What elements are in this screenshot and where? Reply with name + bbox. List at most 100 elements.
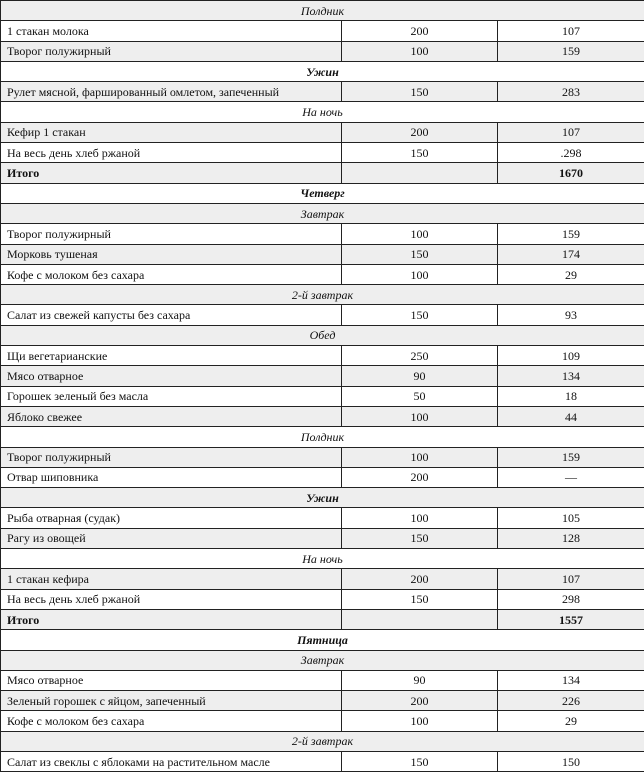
calories-cell: 29 [498, 264, 644, 284]
calories-cell: 150 [498, 751, 644, 771]
weight-cell: 90 [342, 366, 498, 386]
dish-name: Итого [1, 609, 342, 629]
dish-name: На весь день хлеб ржаной [1, 143, 342, 163]
dish-name: Зеленый горошек с яйцом, запеченный [1, 691, 342, 711]
calories-cell: 18 [498, 386, 644, 406]
calories-cell: 44 [498, 406, 644, 426]
weight-cell [342, 163, 498, 183]
calories-cell: 159 [498, 224, 644, 244]
weight-cell: 150 [342, 528, 498, 548]
section-header-row: 2-й завтрак [1, 285, 644, 305]
section-label: На ночь [1, 102, 644, 122]
dish-name: Творог полужирный [1, 41, 342, 61]
section-label: Пятница [1, 630, 644, 650]
weight-cell: 200 [342, 569, 498, 589]
calories-cell: 159 [498, 41, 644, 61]
calories-cell: 283 [498, 82, 644, 102]
weight-cell: 200 [342, 122, 498, 142]
section-label: Полдник [1, 1, 644, 21]
section-header-row: Полдник [1, 427, 644, 447]
section-header-row: 2-й завтрак [1, 731, 644, 751]
section-label: Обед [1, 325, 644, 345]
calories-cell: 107 [498, 569, 644, 589]
weight-cell: 150 [342, 589, 498, 609]
calories-cell: 107 [498, 21, 644, 41]
weight-cell: 200 [342, 691, 498, 711]
calories-cell: 128 [498, 528, 644, 548]
dish-name: Мясо отварное [1, 670, 342, 690]
weight-cell [342, 609, 498, 629]
weight-cell: 150 [342, 244, 498, 264]
dish-name: Яблоко свежее [1, 406, 342, 426]
dish-name: 1 стакан молока [1, 21, 342, 41]
calories-cell: 109 [498, 346, 644, 366]
section-header-row: Четверг [1, 183, 644, 203]
section-label: Четверг [1, 183, 644, 203]
section-header-row: Пятница [1, 630, 644, 650]
calories-cell: — [498, 467, 644, 487]
weight-cell: 50 [342, 386, 498, 406]
section-header-row: На ночь [1, 102, 644, 122]
table-row: Рулет мясной, фаршированный омлетом, зап… [1, 82, 644, 102]
calories-cell: 298 [498, 589, 644, 609]
section-label: Полдник [1, 427, 644, 447]
section-header-row: Полдник [1, 1, 644, 21]
calories-cell: 1557 [498, 609, 644, 629]
section-header-row: Завтрак [1, 650, 644, 670]
calories-cell: .298 [498, 143, 644, 163]
section-label: Ужин [1, 61, 644, 81]
weight-cell: 200 [342, 21, 498, 41]
calories-cell: 159 [498, 447, 644, 467]
dish-name: Рулет мясной, фаршированный омлетом, зап… [1, 82, 342, 102]
dish-name: Щи вегетарианские [1, 346, 342, 366]
weight-cell: 100 [342, 264, 498, 284]
calories-cell: 226 [498, 691, 644, 711]
dish-name: Мясо отварное [1, 366, 342, 386]
calories-cell: 105 [498, 508, 644, 528]
calories-cell: 134 [498, 670, 644, 690]
dish-name: Рагу из овощей [1, 528, 342, 548]
section-header-row: На ночь [1, 549, 644, 569]
weight-cell: 150 [342, 305, 498, 325]
weight-cell: 90 [342, 670, 498, 690]
total-row: Итого 1670 [1, 163, 644, 183]
weight-cell: 150 [342, 143, 498, 163]
dish-name: Отвар шиповника [1, 467, 342, 487]
dish-name: На весь день хлеб ржаной [1, 589, 342, 609]
calories-cell: 1670 [498, 163, 644, 183]
weight-cell: 250 [342, 346, 498, 366]
total-row: Итого 1557 [1, 609, 644, 629]
section-header-row: Обед [1, 325, 644, 345]
weight-cell: 100 [342, 41, 498, 61]
section-header-row: Ужин [1, 61, 644, 81]
calories-cell: 134 [498, 366, 644, 386]
dish-name: Рыба отварная (судак) [1, 508, 342, 528]
weight-cell: 100 [342, 406, 498, 426]
dish-name: Кофе с молоком без сахара [1, 264, 342, 284]
section-label: Завтрак [1, 650, 644, 670]
dish-name: Итого [1, 163, 342, 183]
dish-name: Творог полужирный [1, 447, 342, 467]
dish-name: 1 стакан кефира [1, 569, 342, 589]
dish-name: Горошек зеленый без масла [1, 386, 342, 406]
dish-name: Салат из свеклы с яблоками на растительн… [1, 751, 342, 771]
dish-name: Морковь тушеная [1, 244, 342, 264]
